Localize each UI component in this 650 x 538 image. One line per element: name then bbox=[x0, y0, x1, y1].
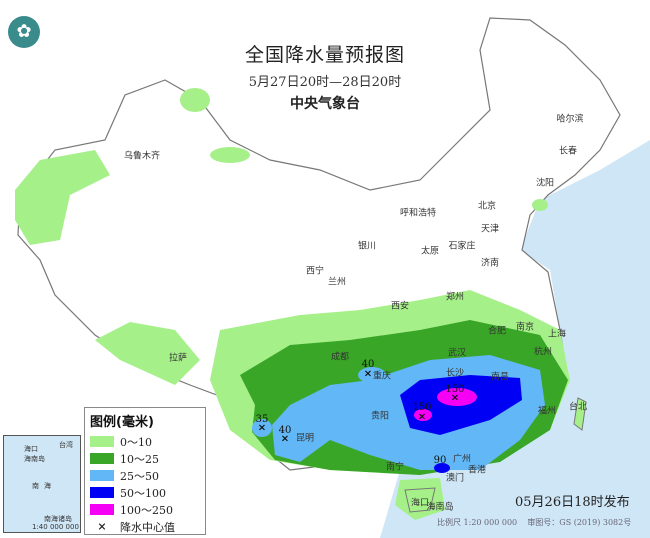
taiwan bbox=[573, 397, 587, 431]
rain-center-value: 90 bbox=[433, 455, 447, 466]
rain-center-mark: × bbox=[363, 368, 373, 380]
legend: 图例(毫米) 0～10 10～25 25～50 50～100 100～250 × 降水中… bbox=[84, 407, 206, 535]
map-title: 全国降水量预报图 bbox=[244, 44, 405, 66]
city-label: 台北 bbox=[568, 402, 588, 413]
city-label: 海口 bbox=[410, 498, 430, 509]
legend-item: 50～100 bbox=[90, 484, 200, 501]
legend-label: 10～25 bbox=[120, 452, 159, 466]
city-label: 石家庄 bbox=[448, 241, 476, 252]
legend-item-center: × 降水中心值 bbox=[90, 518, 200, 535]
rain-center-mark: × bbox=[417, 411, 427, 423]
city-label: 郑州 bbox=[445, 292, 465, 303]
legend-swatch bbox=[90, 453, 114, 464]
city-label: 杭州 bbox=[533, 347, 553, 358]
legend-label: 25～50 bbox=[120, 469, 159, 483]
city-label: 太原 bbox=[420, 246, 440, 257]
city-label: 澳门 bbox=[445, 473, 465, 484]
rain-area-25-50-chongqing bbox=[358, 367, 386, 383]
legend-item: 25～50 bbox=[90, 467, 200, 484]
hainan-island bbox=[404, 487, 436, 513]
city-label: 兰州 bbox=[327, 277, 347, 288]
city-label: 成都 bbox=[330, 352, 350, 363]
rain-area-25-50-west bbox=[252, 419, 272, 437]
rain-center-mark: × bbox=[450, 392, 460, 404]
city-label: 哈尔滨 bbox=[556, 114, 584, 125]
city-label: 长沙 bbox=[445, 368, 465, 379]
city-label: 西安 bbox=[390, 301, 410, 312]
legend-title: 图例(毫米) bbox=[90, 415, 154, 430]
legend-item: 10～25 bbox=[90, 450, 200, 467]
legend-label: 0～10 bbox=[120, 435, 152, 449]
city-label: 武汉 bbox=[447, 348, 467, 359]
approval-number: 审图号：GS (2019) 3082号 bbox=[527, 518, 632, 527]
rain-center-value: 40 bbox=[361, 359, 375, 370]
legend-item: 0～10 bbox=[90, 433, 200, 450]
sea-area bbox=[380, 140, 650, 538]
rain-center-mark: × bbox=[280, 433, 290, 445]
issued-time: 05月26日18时发布 bbox=[515, 495, 630, 510]
rain-area-100-250-a bbox=[437, 388, 477, 406]
rain-center-mark: × bbox=[257, 422, 267, 434]
city-label: 沈阳 bbox=[535, 178, 555, 189]
legend-swatch bbox=[90, 504, 114, 515]
city-label: 海南岛 bbox=[426, 502, 454, 513]
city-label: 西宁 bbox=[305, 266, 325, 277]
rain-center-value: 40 bbox=[278, 425, 292, 436]
city-label: 福州 bbox=[537, 406, 557, 417]
city-label: 合肥 bbox=[487, 326, 507, 337]
city-label: 广州 bbox=[452, 454, 472, 465]
city-label: 长春 bbox=[558, 146, 578, 157]
cma-logo-icon: ✿ bbox=[8, 16, 40, 48]
legend-swatch bbox=[90, 436, 114, 447]
rain-center-value: 150 bbox=[412, 402, 432, 413]
city-label: 重庆 bbox=[372, 371, 392, 382]
rain-center-symbol: × bbox=[97, 520, 107, 533]
city-label: 南昌 bbox=[490, 372, 510, 383]
city-label: 银川 bbox=[357, 241, 377, 252]
forecast-period: 5月27日20时—28日20时 bbox=[248, 75, 402, 90]
city-label: 上海 bbox=[547, 329, 567, 340]
rain-area-50-100-guangdong bbox=[434, 463, 450, 473]
city-label: 呼和浩特 bbox=[399, 208, 437, 219]
legend-label: 100～250 bbox=[120, 503, 173, 517]
legend-label: 50～100 bbox=[120, 486, 166, 500]
city-label: 贵阳 bbox=[370, 411, 390, 422]
issuer: 中央气象台 bbox=[290, 96, 360, 112]
city-label: 拉萨 bbox=[168, 353, 188, 364]
legend-swatch bbox=[90, 487, 114, 498]
city-label: 乌鲁木齐 bbox=[123, 151, 161, 162]
legend-swatch bbox=[90, 470, 114, 481]
city-label: 南宁 bbox=[385, 462, 405, 473]
rain-center-value: 150 bbox=[445, 384, 465, 395]
city-label: 南京 bbox=[515, 322, 535, 333]
scale: 比例尺 1:20 000 000 bbox=[437, 518, 518, 527]
rain-center-value: 35 bbox=[255, 414, 269, 425]
rain-area-100-250-b bbox=[414, 409, 432, 421]
city-label: 济南 bbox=[480, 258, 500, 269]
city-label: 天津 bbox=[480, 224, 500, 235]
map-footer: 比例尺 1:20 000 000 审图号：GS (2019) 3082号 bbox=[437, 517, 631, 528]
legend-label: 降水中心值 bbox=[120, 520, 175, 534]
legend-item: 100～250 bbox=[90, 501, 200, 518]
city-label: 北京 bbox=[477, 201, 497, 212]
city-label: 香港 bbox=[467, 465, 487, 476]
city-label: 昆明 bbox=[295, 433, 315, 444]
south-china-sea-inset: 海口 海南岛 台湾 南 海 南海诸岛 1:40 000 000 bbox=[3, 435, 81, 533]
